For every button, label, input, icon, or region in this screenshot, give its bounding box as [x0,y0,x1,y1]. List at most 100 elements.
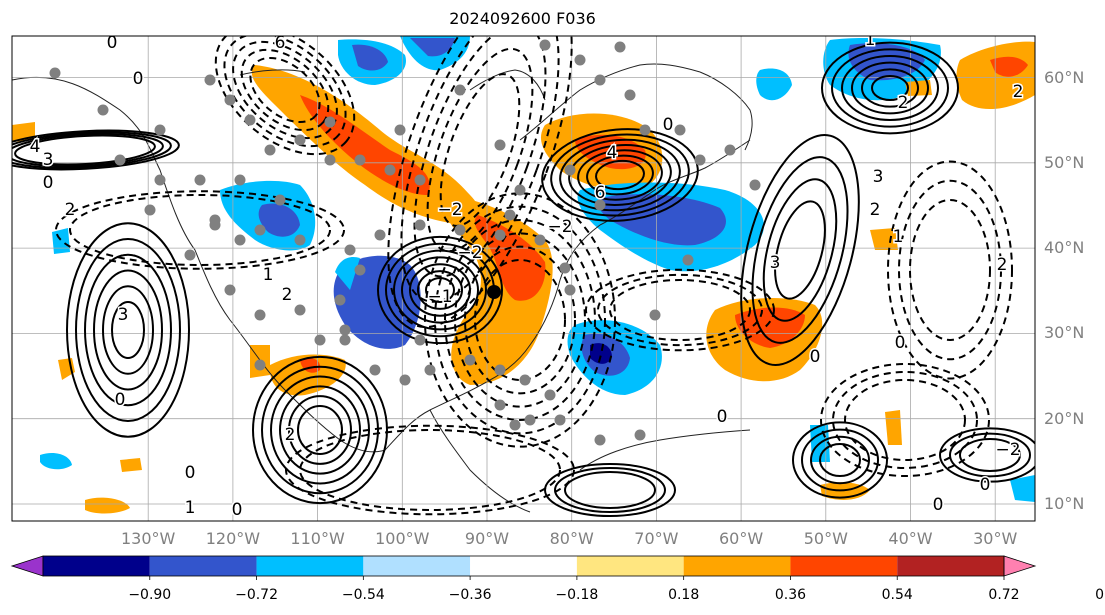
station-marker [224,94,236,106]
station-marker [614,41,626,53]
station-marker [344,244,356,256]
contour-label: 0 [810,347,821,367]
positive-contour [66,222,190,438]
colorbar-segment [256,556,364,576]
negative-contour [439,73,521,227]
station-marker [204,74,216,86]
latitude-label: 50°N [1044,152,1085,172]
positive-contour [75,238,181,422]
colorbar-segment [790,556,898,576]
station-marker [494,399,506,411]
colorbar-segment [43,556,150,576]
graticule [12,36,1035,521]
colorbar-tick-label: −0.90 [128,587,172,603]
negative-contour [232,40,338,140]
negative-contour [597,273,763,347]
colorbar-tick-label: −0.54 [341,587,385,603]
station-marker [539,39,551,51]
positive-contour [959,438,1021,472]
positive-contour [550,133,690,217]
station-marker [144,204,156,216]
station-marker [454,224,466,236]
station-marker [49,67,61,79]
station-marker [534,234,546,246]
colorbar-segment [149,556,257,576]
positive-contour [949,432,1031,478]
shaded-region-38 [52,228,70,254]
contour-label: 6 [275,33,286,53]
colorbar-outline [42,555,1005,577]
station-marker [339,334,351,346]
station-marker [519,374,531,386]
contour-label: −1 [427,287,452,307]
station-marker [339,324,351,336]
station-marker [114,154,126,166]
shaded-region-16 [352,44,388,71]
positive-contour [762,178,838,322]
contour-label: 3 [770,253,781,273]
map-title: 2024092600 F036 [449,9,596,28]
positive-contour [861,68,919,108]
positive-contour [252,355,388,505]
station-marker [97,104,109,116]
station-marker [184,249,196,261]
station-marker [464,354,476,366]
colorbar-segment [363,556,471,576]
shaded-region-18 [410,38,455,57]
station-marker [334,294,346,306]
station-marker [544,389,556,401]
positive-contour [774,200,826,300]
station-marker [414,334,426,346]
contour-label: 4 [607,143,618,163]
positive-contour [819,443,861,477]
longitude-label: 50°W [803,529,848,548]
positive-contour [595,159,645,191]
negative-contour [474,259,566,381]
colorbar-extend-high [1003,555,1037,577]
positive-contour [792,421,888,499]
station-marker [234,234,246,246]
negative-contour [454,232,586,408]
negative-contour [413,36,547,278]
longitude-label: 90°W [464,529,510,548]
shaded-region-31 [85,497,130,514]
negative-contour [898,179,1002,361]
station-marker [209,219,221,231]
positive-contour [84,253,172,407]
station-marker [494,139,506,151]
positive-contour [12,129,180,171]
negative-contour [69,194,331,266]
colorbar-tick-label: 0.72 [988,587,1020,603]
contour-label: 3 [873,167,884,187]
station-marker [649,309,661,321]
negative-contour [832,371,978,469]
colorbar-tick-label: −0.18 [555,587,599,603]
latitude-label: 40°N [1044,238,1085,258]
latitude-label: 10°N [1044,494,1085,513]
station-marker [594,74,606,86]
plot-frame [11,35,1036,522]
positive-contour [417,270,463,310]
positive-contour [425,277,455,303]
contour-label: 3 [118,305,129,325]
coastline-7 [239,69,306,76]
shaded-region-12 [590,343,612,364]
positive-contour [751,156,849,344]
coastline-8 [699,71,753,151]
colorbar [10,555,1037,580]
colorbar-tick-label: 0.36 [774,587,807,603]
positive-contour [586,154,654,196]
station-marker [554,414,566,426]
contour-label-layer: 0000000000001111222222233334466−1−2−2−2−… [28,33,1025,521]
station-marker [294,234,306,246]
longitude-label: 110°W [290,529,345,548]
negative-contour [299,429,561,511]
contour-label: 2 [870,200,881,220]
longitude-label: 100°W [375,529,430,548]
negative-contour [55,190,345,270]
negative-contour [214,36,356,156]
station-marker [154,124,166,136]
negative-contour [424,192,616,448]
station-marker [639,124,651,136]
